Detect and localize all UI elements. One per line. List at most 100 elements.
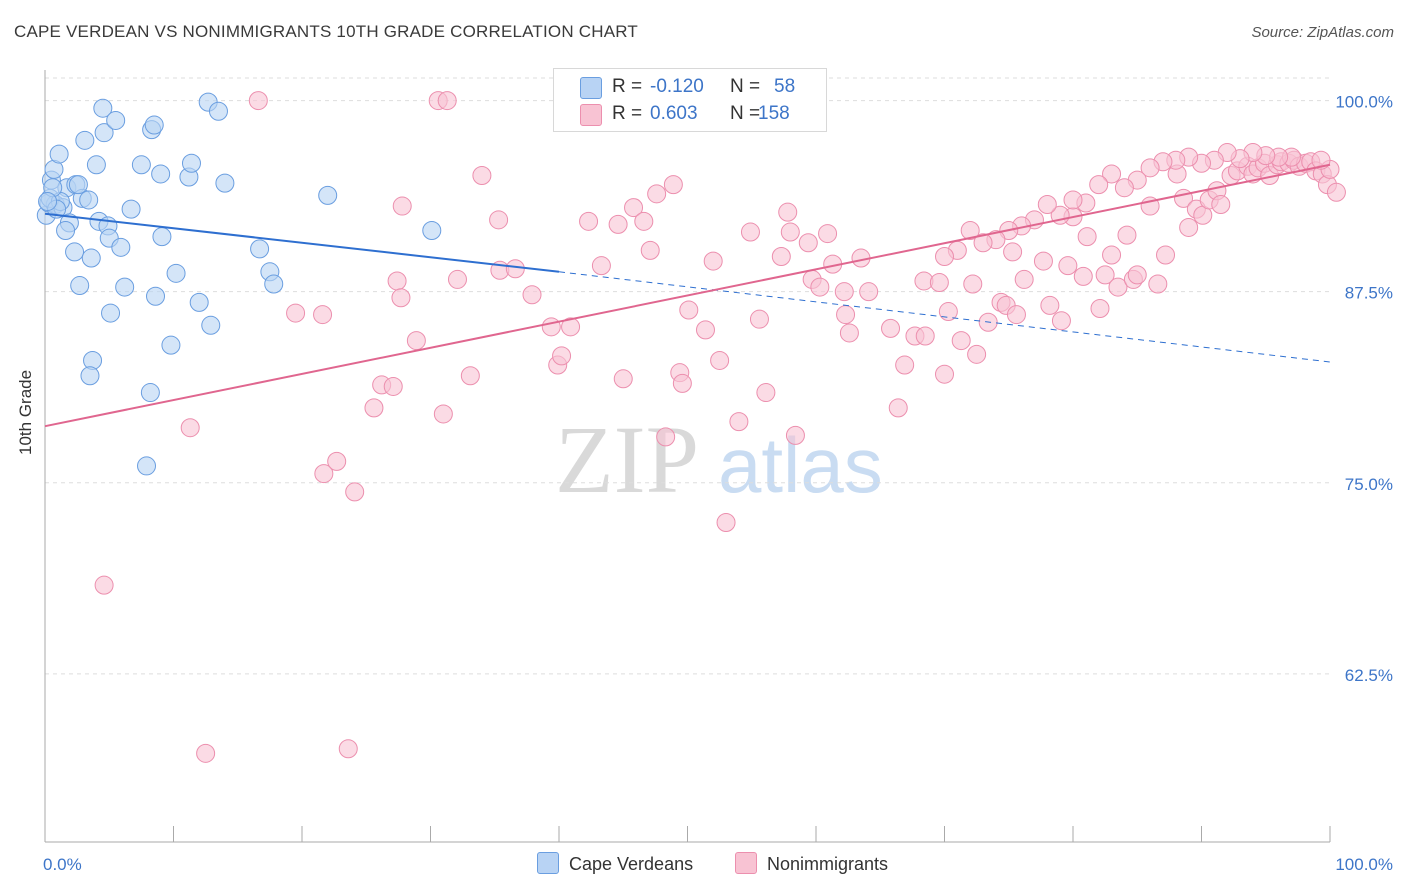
nonimmigrant-point	[1033, 251, 1053, 271]
bottom-legend-nonimm: Nonimmigrants	[735, 852, 888, 875]
nonimmigrant-point	[1089, 175, 1109, 195]
bottom-legend-nonimm-label: Nonimmigrants	[767, 854, 889, 874]
nonimmigrant-point	[391, 288, 411, 308]
nonimmigrant-point	[756, 383, 776, 403]
nonimmigrant-point	[624, 198, 644, 218]
nonimmigrant-point	[1090, 298, 1110, 318]
nonimmigrant-point	[1326, 182, 1346, 202]
legend-n-value: 58	[774, 76, 796, 97]
nonimmigrant-point	[1058, 256, 1078, 276]
legend-n-label: N =	[730, 76, 761, 97]
nonimmigrant-point	[647, 184, 667, 204]
nonimmigrant-point	[640, 240, 660, 260]
nonimmigrant-point	[818, 224, 838, 244]
nonimmigrant-point	[859, 282, 879, 302]
nonimmigrant-point	[967, 344, 987, 364]
chart-title: CAPE VERDEAN VS NONIMMIGRANTS 10TH GRADE…	[14, 22, 639, 41]
legend-r-value: 0.603	[650, 103, 698, 124]
cape-verdean-point	[140, 383, 160, 403]
nonimmigrant-point	[248, 91, 268, 111]
nonimmigrant-point	[541, 317, 561, 337]
nonimmigrant-point	[1003, 242, 1023, 262]
nonimmigrant-point	[695, 320, 715, 340]
cape-verdean-point	[152, 227, 172, 247]
cape-verdean-point	[70, 276, 90, 296]
cape-verdean-point	[79, 190, 99, 210]
nonimmigrant-point	[963, 274, 983, 294]
watermark-zip: ZIP	[555, 406, 699, 513]
nonimmigrant-point	[1211, 195, 1231, 215]
cape-verdean-point	[131, 155, 151, 175]
nonimmigrant-point	[437, 91, 457, 111]
nonimmigrant-point	[836, 305, 856, 325]
nonimmigrant-point	[1051, 311, 1071, 331]
legend-r-label: R =	[612, 103, 643, 124]
legend-row-nonimm: R = 0.603 N = 158	[554, 100, 826, 128]
cape-verdean-point	[115, 277, 135, 297]
bottom-swatch-blue	[537, 852, 559, 874]
nonimmigrant-point	[771, 247, 791, 267]
cape-verdean-point	[208, 101, 228, 121]
nonimmigrant-point	[591, 256, 611, 276]
nonimmigrant-point	[1073, 266, 1093, 286]
nonimmigrant-point	[313, 305, 333, 325]
nonimmigrant-point	[1117, 225, 1137, 245]
nonimmigrant-point	[1127, 265, 1147, 285]
nonimmigrant-point	[915, 326, 935, 346]
nonimmigrant-trend-line	[44, 163, 1331, 428]
nonimmigrant-point	[327, 451, 347, 471]
nonimmigrant-point	[1063, 190, 1083, 210]
nonimmigrant-point	[1014, 269, 1034, 289]
cape-verdean-point	[81, 248, 101, 268]
nonimmigrant-point	[1114, 178, 1134, 198]
cape-verdean-point	[106, 110, 126, 130]
nonimmigrant-series	[94, 91, 1346, 763]
cape-verdean-point	[181, 153, 201, 173]
nonimmigrant-point	[749, 309, 769, 329]
nonimmigrant-point	[94, 575, 114, 595]
nonimmigrant-point	[703, 251, 723, 271]
x-tick-label: 0.0%	[43, 855, 82, 874]
y-tick-label: 87.5%	[1345, 284, 1393, 303]
cape-verdean-point	[121, 199, 141, 219]
nonimmigrant-point	[1108, 277, 1128, 297]
stats-legend: R = -0.120 N = 58 R = 0.603 N = 158	[553, 68, 827, 132]
legend-row-cape: R = -0.120 N = 58	[554, 73, 826, 101]
cape-verdean-trend-extension	[558, 271, 1331, 363]
y-axis-label: 10th Grade	[16, 369, 35, 455]
cape-verdean-point	[250, 239, 270, 259]
cape-verdean-point	[318, 185, 338, 205]
nonimmigrant-point	[613, 369, 633, 389]
nonimmigrant-point	[1077, 227, 1097, 247]
nonimmigrant-point	[834, 282, 854, 302]
nonimmigrant-point	[1095, 265, 1115, 285]
cape-verdean-point	[144, 115, 164, 135]
nonimmigrant-point	[489, 210, 509, 230]
nonimmigrant-point	[895, 355, 915, 375]
nonimmigrant-point	[392, 196, 412, 216]
nonimmigrant-point	[579, 211, 599, 231]
nonimmigrant-point	[672, 373, 692, 393]
cape-verdean-point	[75, 130, 95, 150]
cape-verdean-point	[215, 173, 235, 193]
nonimmigrant-point	[839, 323, 859, 343]
cape-verdean-series	[36, 92, 442, 476]
nonimmigrant-point	[740, 222, 760, 242]
nonimmigrant-point	[561, 317, 581, 337]
nonimmigrant-point	[1140, 158, 1160, 178]
cape-verdean-point	[56, 221, 76, 241]
nonimmigrant-point	[472, 165, 492, 185]
cape-verdean-point	[201, 315, 221, 335]
nonimmigrant-point	[1040, 295, 1060, 315]
bottom-legend-cape-label: Cape Verdeans	[569, 854, 694, 874]
bottom-swatch-pink	[735, 852, 757, 874]
cape-verdean-point	[166, 263, 186, 283]
cape-verdean-point	[68, 175, 88, 195]
cape-verdean-point	[189, 292, 209, 312]
nonimmigrant-point	[180, 418, 200, 438]
cape-verdean-point	[161, 335, 181, 355]
cape-verdean-point	[65, 242, 85, 262]
y-tick-label: 75.0%	[1345, 475, 1393, 494]
nonimmigrant-point	[196, 743, 216, 763]
